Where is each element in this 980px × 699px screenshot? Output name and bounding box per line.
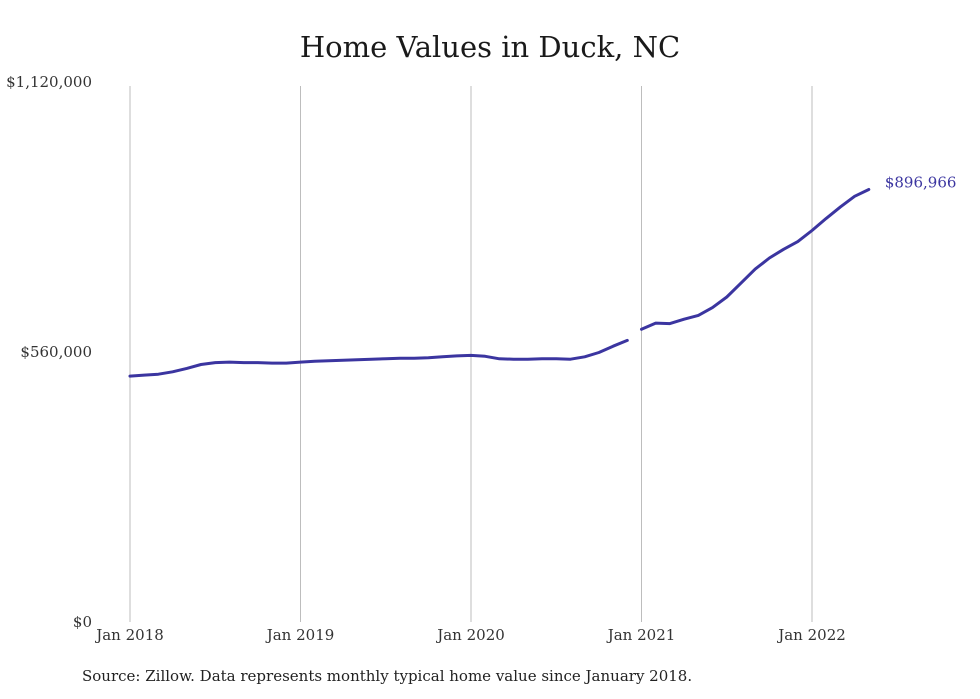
y-tick-label: $560,000	[20, 343, 92, 361]
series-line-segment	[128, 338, 629, 378]
y-tick-label: $1,120,000	[6, 73, 92, 91]
y-tick-label: $0	[73, 613, 92, 631]
chart-title: Home Values in Duck, NC	[299, 30, 681, 64]
source-note: Source: Zillow. Data represents monthly …	[82, 667, 693, 685]
x-tick-label: Jan 2020	[435, 626, 505, 644]
x-tick-label: Jan 2021	[606, 626, 676, 644]
x-tick-label: Jan 2022	[776, 626, 846, 644]
x-tick-label: Jan 2018	[94, 626, 164, 644]
x-tick-label: Jan 2019	[265, 626, 335, 644]
end-value-label: $896,966	[885, 174, 957, 192]
series-line-segment	[640, 188, 871, 331]
